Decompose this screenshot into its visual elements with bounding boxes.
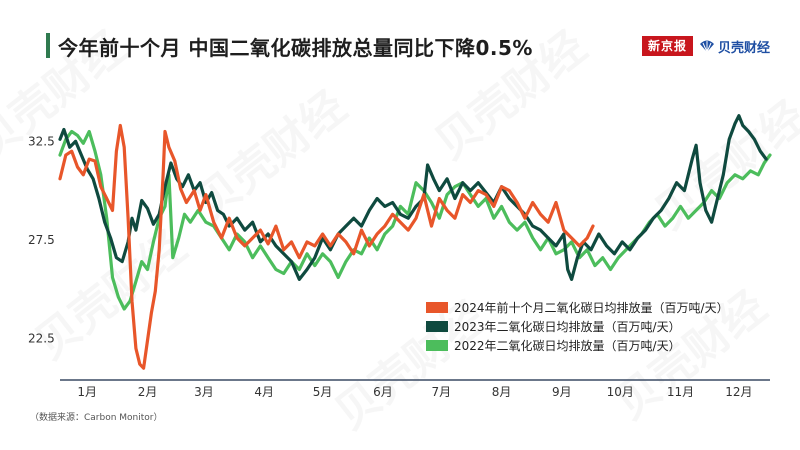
brand-beike-text: 贝壳财经	[717, 40, 770, 56]
brand-beike-logo: 贝壳财经	[699, 37, 770, 56]
chart-title: 今年前十个月 中国二氧化碳排放总量同比下降0.5%	[58, 36, 533, 60]
brand-logos: 新京报 贝壳财经	[641, 36, 770, 56]
series-line-2023	[58, 114, 768, 281]
x-tick-label: 4月	[254, 385, 274, 399]
x-tick-label: 2月	[138, 385, 158, 399]
x-tick-label: 9月	[552, 385, 572, 399]
legend-label: 2023年二氧化碳日均排放量（百万吨/天）	[454, 319, 681, 334]
x-tick-labels: 1月 2月 3月 4月 5月 6月 7月 8月 9月 10月 11月 12月	[77, 385, 752, 399]
shell-icon	[699, 40, 714, 53]
legend-swatch	[426, 340, 448, 351]
legend-swatch	[426, 321, 448, 332]
y-tick-labels: 22.5 27.5 32.5	[28, 134, 55, 345]
x-tick-label: 10月	[607, 385, 634, 399]
x-tick-label: 12月	[725, 385, 752, 399]
x-tick-label: 1月	[77, 385, 97, 399]
legend-label: 2022年二氧化碳日均排放量（百万吨/天）	[454, 338, 681, 353]
x-tick-label: 5月	[313, 385, 333, 399]
data-source-note: （数据来源：Carbon Monitor）	[30, 413, 163, 423]
legend-item-2023: 2023年二氧化碳日均排放量（百万吨/天）	[426, 319, 681, 334]
legend-label: 2024年前十个月二氧化碳日均排放量（百万吨/天）	[454, 300, 729, 315]
x-tick-label: 7月	[431, 385, 451, 399]
series-line-2024	[58, 123, 595, 370]
y-tick-label: 22.5	[28, 332, 55, 346]
y-tick-label: 27.5	[28, 233, 55, 247]
y-tick-label: 32.5	[28, 134, 55, 148]
series-layer	[58, 114, 772, 370]
legend: 2024年前十个月二氧化碳日均排放量（百万吨/天） 2023年二氧化碳日均排放量（…	[426, 300, 729, 353]
x-tick-label: 11月	[667, 385, 694, 399]
x-tick-label: 6月	[373, 385, 393, 399]
legend-item-2024: 2024年前十个月二氧化碳日均排放量（百万吨/天）	[426, 300, 729, 315]
title-accent-bar	[46, 33, 50, 58]
x-tick-label: 3月	[194, 385, 214, 399]
brand-xinjingbao-logo: 新京报	[641, 36, 693, 56]
legend-swatch	[426, 302, 448, 313]
x-tick-label: 8月	[492, 385, 512, 399]
legend-item-2022: 2022年二氧化碳日均排放量（百万吨/天）	[426, 338, 681, 353]
